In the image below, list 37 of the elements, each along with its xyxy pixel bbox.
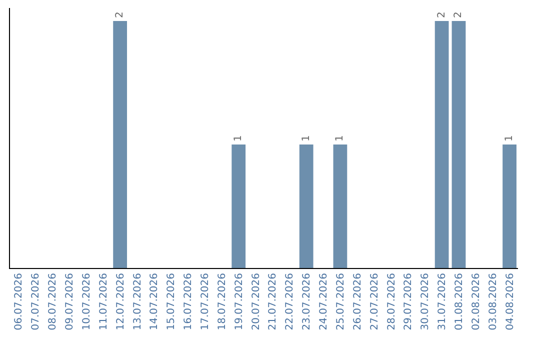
x-tick-label: 18.07.2026 <box>216 273 228 330</box>
x-tick-label: 28.07.2026 <box>386 273 398 330</box>
data-label: 1 <box>300 135 312 142</box>
x-tick-label: 19.07.2026 <box>234 273 245 330</box>
x-tick-label: 02.08.2026 <box>470 273 482 330</box>
x-tick-label: 09.07.2026 <box>64 273 76 330</box>
x-tick-label: 14.07.2026 <box>149 273 160 330</box>
x-tick-label: 24.07.2026 <box>318 273 330 330</box>
data-label: 2 <box>453 12 464 18</box>
x-tick-label: 31.07.2026 <box>437 273 448 330</box>
data-label: 2 <box>114 12 126 18</box>
data-label: 2 <box>436 12 448 18</box>
x-tick-label: 30.07.2026 <box>420 273 432 330</box>
x-tick-label: 25.07.2026 <box>335 273 346 330</box>
x-tick-label: 03.08.2026 <box>488 273 499 330</box>
x-tick-label: 08.07.2026 <box>48 273 59 330</box>
x-tick-label: 17.07.2026 <box>200 273 211 330</box>
data-label: 1 <box>334 135 346 142</box>
x-tick-label: 15.07.2026 <box>166 273 178 330</box>
data-label: 1 <box>504 135 516 142</box>
x-tick-label: 29.07.2026 <box>403 273 414 330</box>
data-label: 1 <box>233 135 244 142</box>
x-tick-label: 12.07.2026 <box>115 273 126 330</box>
x-tick-label: 21.07.2026 <box>268 273 279 330</box>
x-tick-label: 06.07.2026 <box>14 273 25 330</box>
x-tick-label: 07.07.2026 <box>30 273 42 330</box>
x-tick-label: 20.07.2026 <box>250 273 262 330</box>
x-tick-label: 11.07.2026 <box>98 273 110 330</box>
x-tick-label: 22.07.2026 <box>284 273 296 330</box>
x-tick-label: 13.07.2026 <box>132 273 144 330</box>
x-tick-label: 26.07.2026 <box>352 273 364 330</box>
x-tick-label: 27.07.2026 <box>369 273 380 330</box>
x-tick-label: 04.08.2026 <box>504 273 516 330</box>
x-tick-label: 16.07.2026 <box>183 273 194 330</box>
x-tick-label: 01.08.2026 <box>454 273 465 330</box>
x-tick-label: 23.07.2026 <box>302 273 313 330</box>
x-tick-label: 10.07.2026 <box>81 273 92 330</box>
